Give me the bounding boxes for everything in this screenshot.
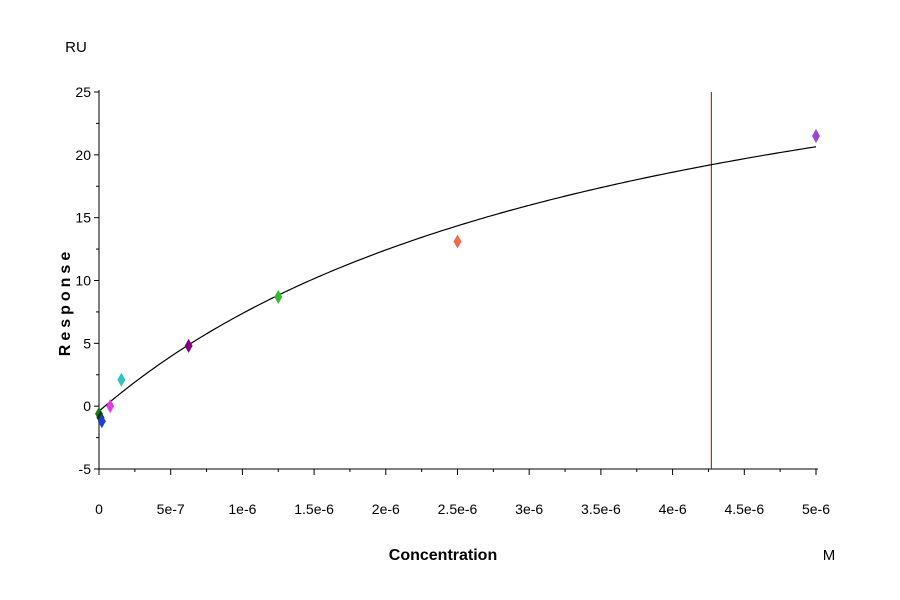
x-tick-label: 2e-6 [372,501,400,517]
x-tick-label: 2.5e-6 [438,501,478,517]
y-tick-label: 10 [75,273,91,289]
data-point [97,414,106,429]
data-point [117,372,126,387]
x-unit-label: M [823,547,836,564]
x-tick-label: 5e-6 [802,501,830,517]
plot-area: -5 0 5 10 15 20 25 0 5e-7 1e-6 1.5e-6 2e-6 2.5e-6 3e-… [75,84,830,517]
y-tick-label: 15 [75,210,91,226]
x-tick-label: 1e-6 [228,501,256,517]
x-tick-label: 4e-6 [659,501,687,517]
data-point [184,338,193,353]
x-tick-label: 5e-7 [157,501,185,517]
x-axis-title: Concentration [389,547,497,564]
data-point [106,399,115,414]
x-tick-label: 3e-6 [515,501,543,517]
data-point [812,128,820,143]
y-unit-label: RU [65,39,87,56]
x-tick-label: 4.5e-6 [724,501,764,517]
data-point [453,234,462,249]
x-tick-label: 0 [95,501,103,517]
y-tick-label: 0 [83,398,91,414]
x-tick-label: 3.5e-6 [581,501,621,517]
y-tick-label: 25 [75,84,91,100]
y-tick-label: 20 [75,147,91,163]
x-tick-label: 1.5e-6 [294,501,334,517]
y-tick-label: -5 [79,461,92,477]
data-point [274,289,283,304]
fit-curve [98,146,817,412]
y-tick-label: 5 [83,335,91,351]
y-axis-title: Response [57,248,74,356]
